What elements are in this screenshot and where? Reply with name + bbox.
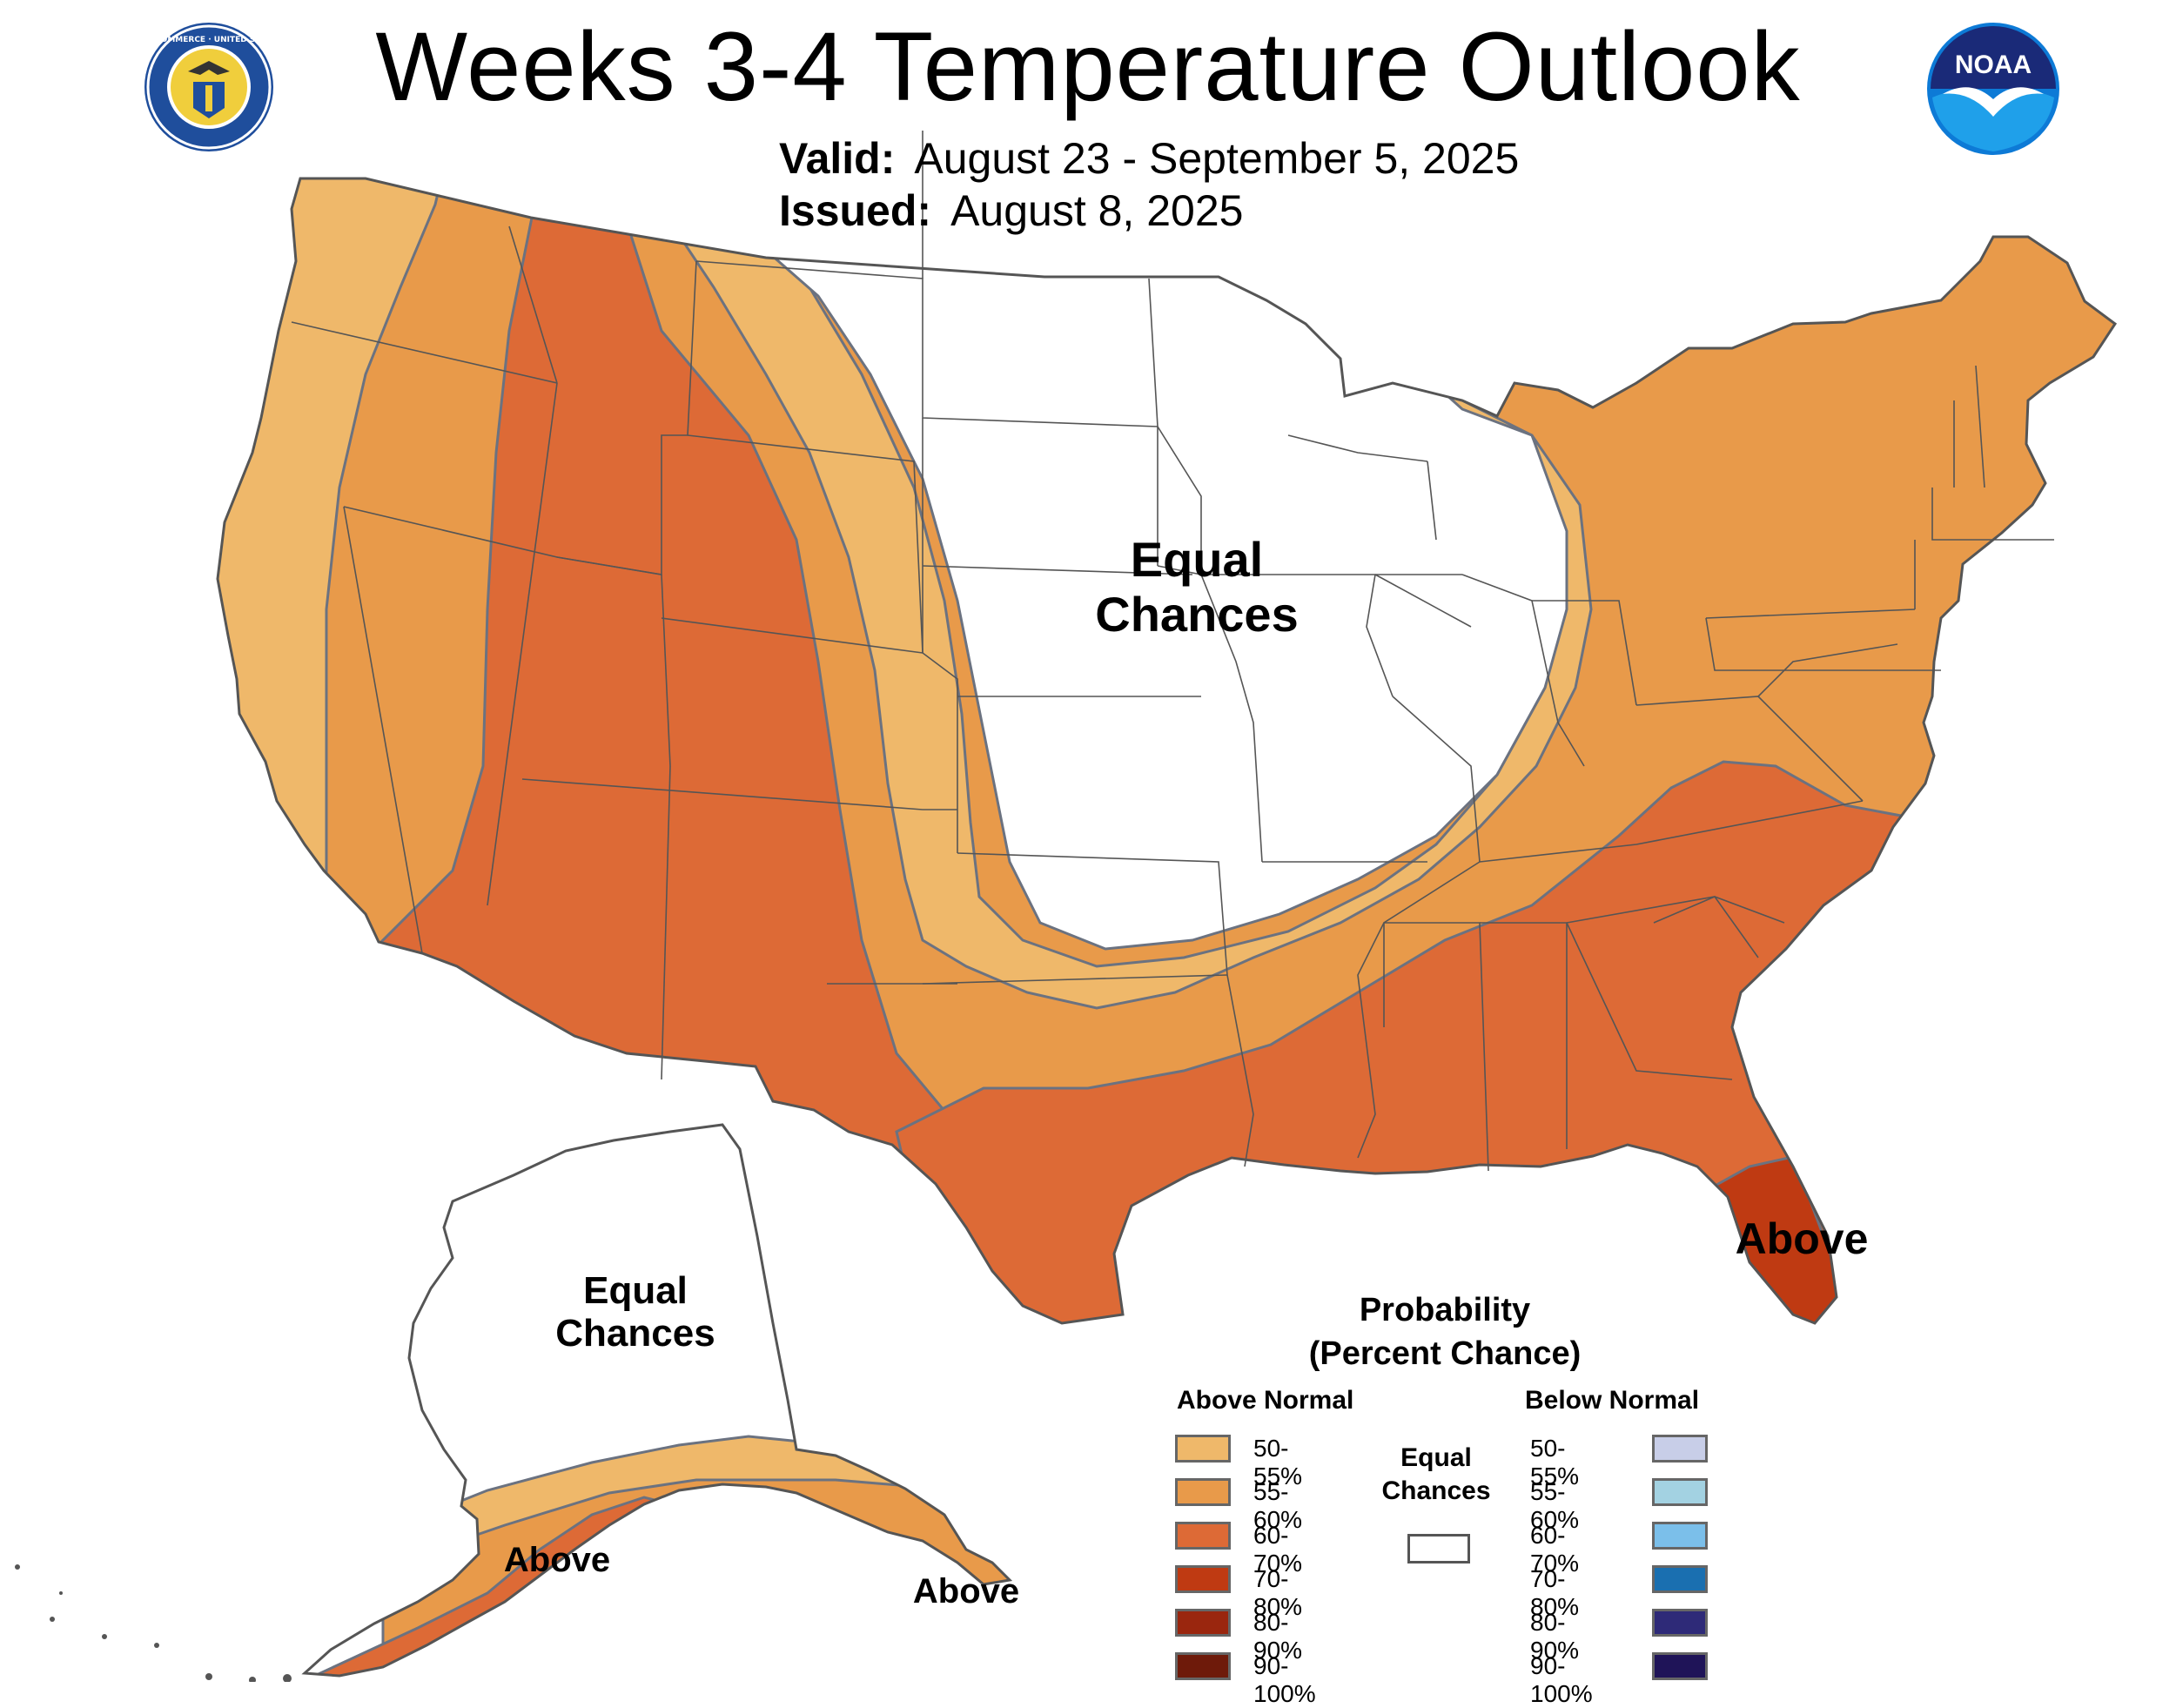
legend-swatch bbox=[1175, 1478, 1231, 1506]
alaska-equal-chances-label: Equal Chances bbox=[555, 1269, 715, 1355]
legend-swatch bbox=[1175, 1522, 1231, 1550]
alaska-above-south-label: Above bbox=[503, 1541, 611, 1579]
legend-below-label: 55-60% bbox=[1530, 1478, 1580, 1533]
legend-swatch bbox=[1652, 1435, 1708, 1463]
noaa-logo-text: NOAA bbox=[1955, 50, 2032, 79]
commerce-seal-logo: DEPARTMENT OF COMMERCE · UNITED STATES O… bbox=[143, 23, 275, 151]
legend-title: Probability (Percent Chance) bbox=[1308, 1292, 1582, 1372]
legend-equal-chances-label: Equal Chances bbox=[1381, 1443, 1491, 1505]
legend-below-label: 60-70% bbox=[1530, 1522, 1580, 1577]
legend-above-header: Above Normal bbox=[1177, 1386, 1354, 1415]
legend-swatch bbox=[1175, 1435, 1231, 1463]
noaa-logo: NOAA bbox=[1927, 23, 2059, 155]
state-boundaries bbox=[291, 131, 2054, 1172]
legend-swatch bbox=[1652, 1565, 1708, 1593]
legend-swatch bbox=[1175, 1565, 1231, 1593]
valid-period: Valid: August 23 - September 5, 2025 bbox=[779, 132, 1519, 185]
conus-outline bbox=[216, 177, 2118, 1325]
alaska-above-panhandle-label: Above bbox=[912, 1572, 1020, 1610]
legend-above-label: 90-100% bbox=[1253, 1652, 1316, 1707]
legend-swatch bbox=[1652, 1609, 1708, 1637]
aleutian-islands bbox=[15, 1564, 292, 1682]
page-title: Weeks 3-4 Temperature Outlook bbox=[375, 12, 1801, 121]
alaska-canada-border bbox=[739, 1148, 797, 1450]
legend-above-label: 50-55% bbox=[1253, 1435, 1303, 1489]
legend-equal-chances-swatch bbox=[1407, 1534, 1470, 1563]
seal-text: DEPARTMENT OF COMMERCE · UNITED STATES O… bbox=[143, 36, 275, 44]
florida-above-label: Above bbox=[1735, 1214, 1869, 1263]
legend-below-label: 90-100% bbox=[1530, 1652, 1593, 1707]
legend-below-header: Below Normal bbox=[1525, 1386, 1700, 1415]
legend-above-label: 70-80% bbox=[1253, 1565, 1303, 1620]
legend-below-label: 50-55% bbox=[1530, 1435, 1580, 1489]
conus-equal-chances-label: Equal Chances bbox=[1095, 532, 1299, 642]
legend-swatch bbox=[1175, 1609, 1231, 1637]
zone-above-70-80-florida bbox=[1696, 1156, 1847, 1323]
issued-label: Issued: bbox=[779, 186, 932, 235]
zone-equal-chances-central bbox=[744, 233, 1568, 951]
legend-swatch bbox=[1652, 1522, 1708, 1550]
legend-swatch bbox=[1175, 1652, 1231, 1680]
legend-below-label: 70-80% bbox=[1530, 1565, 1580, 1620]
legend-below-label: 80-90% bbox=[1530, 1609, 1580, 1664]
valid-label: Valid: bbox=[779, 134, 896, 183]
issued-value: August 8, 2025 bbox=[950, 186, 1244, 235]
legend-above-label: 60-70% bbox=[1253, 1522, 1303, 1577]
valid-dates: August 23 - September 5, 2025 bbox=[914, 134, 1520, 183]
legend-above-label: 80-90% bbox=[1253, 1609, 1303, 1664]
issued-date: Issued: August 8, 2025 bbox=[779, 185, 1243, 237]
legend-above-label: 55-60% bbox=[1253, 1478, 1303, 1533]
legend-swatch bbox=[1652, 1478, 1708, 1506]
legend-swatch bbox=[1652, 1652, 1708, 1680]
